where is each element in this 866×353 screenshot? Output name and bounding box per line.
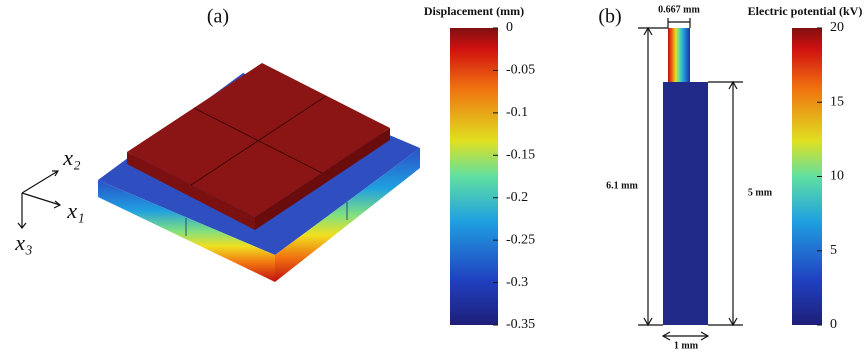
axis-label: x₂ xyxy=(62,145,81,170)
axis-arrow xyxy=(22,193,60,208)
colorbar-tick-label: -0.15 xyxy=(506,148,535,163)
colorbar-tick-label: 20 xyxy=(830,20,844,35)
colorbar-tick-label: 5 xyxy=(830,243,837,258)
colorbar-tick-label: 0 xyxy=(830,317,837,332)
dimension-label: 1 mm xyxy=(674,340,699,351)
panel-b: (b) 0.667 mm 6.1 mm 5 mm 1 mm Electric p… xyxy=(598,4,862,352)
axis-label: x₃ xyxy=(14,230,32,255)
colorbar-title: Displacement (mm) xyxy=(424,4,524,18)
colorbar-tick-label: 15 xyxy=(830,94,844,109)
dimension-label: 5 mm xyxy=(748,187,773,198)
dimension-label: 0.667 mm xyxy=(658,4,700,15)
dimension-label: 6.1 mm xyxy=(606,180,638,191)
panel-label: (b) xyxy=(598,6,621,28)
colorbar-tick-label: 10 xyxy=(830,169,844,184)
axis-arrow xyxy=(22,171,58,193)
colorbar-tick-label: -0.35 xyxy=(506,317,535,332)
lower-layer xyxy=(663,82,708,325)
colorbar-tick-label: -0.2 xyxy=(506,190,528,205)
colorbar-tick-label: -0.3 xyxy=(506,275,528,290)
colorbar-title: Electric potential (kV) xyxy=(748,4,863,18)
colorbar-tick-label: -0.1 xyxy=(506,105,528,120)
panel-a: (a) x₂ x₁ x₃ Displacement (mm) 0 -0.05 -0.… xyxy=(14,4,535,332)
axis-label: x₁ xyxy=(66,198,84,223)
panel-label: (a) xyxy=(207,6,229,28)
axis-arrow xyxy=(18,193,26,228)
colorbar-tick-label: 0 xyxy=(506,20,513,35)
upper-layer xyxy=(668,28,690,82)
figure: (a) x₂ x₁ x₃ Displacement (mm) 0 -0.05 -0.… xyxy=(0,0,866,353)
colorbar xyxy=(450,28,498,325)
colorbar-tick-label: -0.05 xyxy=(506,63,535,78)
colorbar-tick-label: -0.25 xyxy=(506,232,535,247)
